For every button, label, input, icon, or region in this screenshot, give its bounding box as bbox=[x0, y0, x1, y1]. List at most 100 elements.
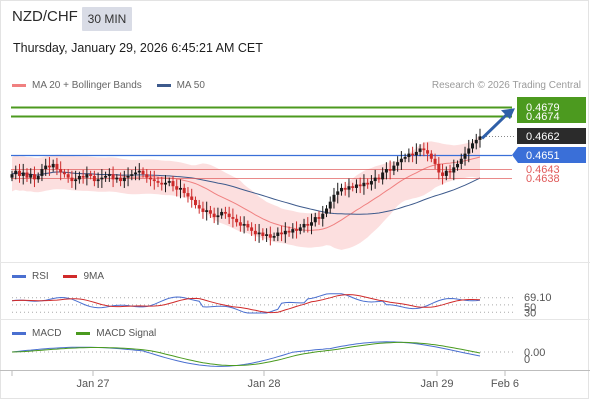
candle-body bbox=[167, 181, 171, 183]
candle-body bbox=[328, 201, 332, 209]
candle-body bbox=[403, 157, 407, 159]
ma50-legend-label: MA 50 bbox=[176, 80, 205, 91]
candle-body bbox=[354, 184, 358, 188]
candle-body bbox=[59, 169, 63, 173]
resistance-label-box bbox=[517, 97, 586, 123]
candle-body bbox=[369, 181, 373, 185]
candle-body bbox=[377, 177, 381, 180]
candle-body bbox=[399, 158, 403, 163]
rsi-tick-50: 50 bbox=[524, 302, 536, 314]
candle-body bbox=[62, 172, 66, 175]
rsi-ma-line bbox=[11, 294, 481, 314]
x-tick-label: Jan 29 bbox=[420, 378, 453, 390]
candle-body bbox=[381, 172, 385, 180]
candle-body bbox=[362, 182, 366, 187]
candle-body bbox=[459, 158, 463, 164]
candle-body bbox=[396, 162, 400, 166]
projection-arrowhead-icon bbox=[501, 108, 515, 120]
candle-body bbox=[317, 217, 321, 219]
candle-body bbox=[115, 177, 119, 180]
candle-body bbox=[280, 232, 284, 235]
candle-body bbox=[141, 170, 145, 175]
candle-body bbox=[407, 153, 411, 158]
candle-body bbox=[478, 136, 482, 140]
candle-body bbox=[384, 169, 388, 173]
support-1-label: 0.4643 bbox=[526, 164, 560, 176]
symbol-title: NZD/CHF bbox=[12, 8, 78, 25]
candle-body bbox=[175, 186, 179, 190]
ma50-swatch bbox=[156, 83, 171, 87]
candle-body bbox=[152, 179, 156, 182]
candle-body bbox=[358, 184, 362, 187]
candle-body bbox=[422, 148, 426, 151]
candle-body bbox=[193, 199, 197, 206]
current-price-label-box bbox=[517, 128, 586, 144]
candle-body bbox=[111, 174, 115, 180]
candle-body bbox=[85, 174, 89, 178]
candle-body bbox=[66, 174, 70, 178]
timeframe-button[interactable]: 30 MIN bbox=[82, 7, 132, 31]
candle-body bbox=[324, 208, 328, 214]
candle-body bbox=[261, 232, 265, 236]
candle-body bbox=[74, 179, 78, 182]
candle-body bbox=[182, 187, 186, 194]
candle-body bbox=[426, 150, 430, 154]
candle-body bbox=[197, 205, 201, 209]
x-tick-label: Jan 27 bbox=[76, 378, 109, 390]
pivot-label: 0.4651 bbox=[526, 150, 560, 162]
candle-body bbox=[343, 187, 347, 190]
candle-body bbox=[257, 232, 261, 235]
candle-body bbox=[201, 208, 205, 212]
candle-body bbox=[471, 143, 475, 149]
candle-body bbox=[313, 217, 317, 223]
macd-tick-0: 0 bbox=[524, 354, 530, 366]
candle-body bbox=[268, 234, 272, 238]
candle-body bbox=[474, 139, 478, 144]
candle-body bbox=[10, 174, 14, 178]
candle-body bbox=[14, 170, 18, 175]
candle-body bbox=[104, 175, 108, 178]
support-2-label: 0.4638 bbox=[526, 173, 560, 185]
macd-legend: MACD MACD Signal bbox=[12, 328, 156, 339]
macd-signal-line bbox=[11, 341, 481, 366]
candle-body bbox=[298, 227, 302, 231]
bollinger-band bbox=[12, 135, 480, 250]
candle-body bbox=[149, 177, 153, 180]
candle-body bbox=[283, 230, 287, 235]
candle-body bbox=[467, 148, 471, 154]
candle-body bbox=[186, 193, 190, 197]
candle-body bbox=[156, 181, 160, 183]
candle-body bbox=[17, 170, 21, 176]
macd-swatch bbox=[12, 331, 26, 335]
candle-body bbox=[231, 217, 235, 219]
candle-body bbox=[96, 179, 100, 182]
candle-body bbox=[36, 175, 40, 180]
candle-body bbox=[134, 172, 138, 175]
rsi-legend: RSI 9MA bbox=[12, 271, 104, 282]
candle-body bbox=[452, 167, 456, 173]
candle-body bbox=[265, 234, 269, 236]
candle-body bbox=[306, 223, 310, 226]
projection-arrow bbox=[480, 112, 510, 140]
candle-body bbox=[119, 177, 123, 182]
candle-body bbox=[347, 186, 351, 190]
candle-body bbox=[216, 215, 220, 218]
candle-body bbox=[366, 182, 370, 185]
candle-body bbox=[47, 165, 51, 168]
candle-body bbox=[433, 158, 437, 164]
current-price-label: 0.4662 bbox=[526, 131, 560, 143]
candle-body bbox=[89, 174, 93, 176]
candle-body bbox=[40, 169, 44, 176]
x-tick-label: Jan 28 bbox=[247, 378, 280, 390]
candle-body bbox=[220, 211, 224, 216]
candle-body bbox=[444, 170, 448, 176]
credit-text: Research © 2026 Trading Central bbox=[431, 80, 581, 91]
rsi-legend-label: RSI bbox=[32, 271, 49, 282]
candle-body bbox=[145, 174, 149, 178]
candle-body bbox=[55, 163, 59, 170]
candle-body bbox=[171, 181, 175, 187]
candle-body bbox=[208, 210, 212, 214]
candle-body bbox=[246, 223, 250, 228]
candle-body bbox=[21, 172, 25, 176]
